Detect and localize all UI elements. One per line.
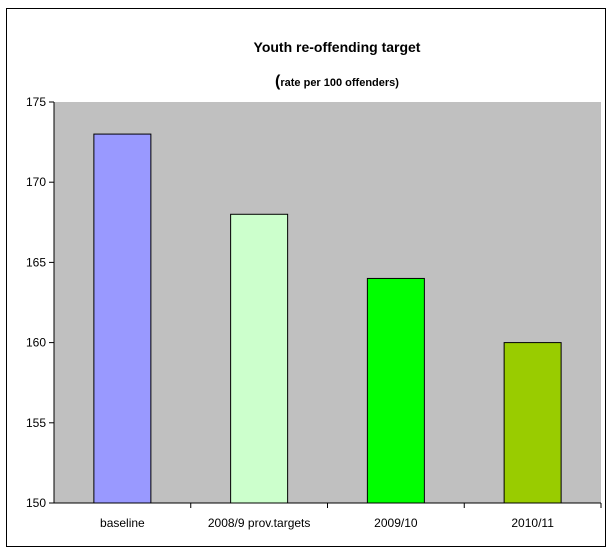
- x-axis-ticks: baseline 2008/9 prov.targets 2009/10 2010/1…: [100, 503, 602, 530]
- bar-3: [503, 342, 562, 504]
- bars: [93, 133, 562, 504]
- x-tick-label: 2010/11: [511, 516, 554, 530]
- bar-1: [230, 213, 289, 504]
- y-tick-label: 170: [26, 175, 46, 189]
- y-tick-label: 175: [26, 95, 46, 109]
- chart-subtitle-text: rate per 100 offenders): [280, 77, 399, 89]
- x-tick-label: 2009/10: [374, 516, 418, 530]
- x-tick-label: 2008/9 prov.targets: [208, 516, 311, 530]
- chart-subtitle: (rate per 100 offenders): [275, 73, 399, 90]
- bar-0: [93, 133, 152, 504]
- chart-title: Youth re-offending target: [254, 39, 421, 55]
- x-tick-label: baseline: [100, 516, 145, 530]
- chart-subtitle-paren: (: [275, 73, 281, 90]
- y-tick-label: 155: [26, 416, 46, 430]
- bar-2: [366, 277, 425, 504]
- y-tick-label: 150: [26, 496, 46, 510]
- y-tick-label: 160: [26, 336, 46, 350]
- y-tick-label: 165: [26, 255, 46, 269]
- y-axis-ticks: 150 155 160 165 170 175: [26, 95, 54, 510]
